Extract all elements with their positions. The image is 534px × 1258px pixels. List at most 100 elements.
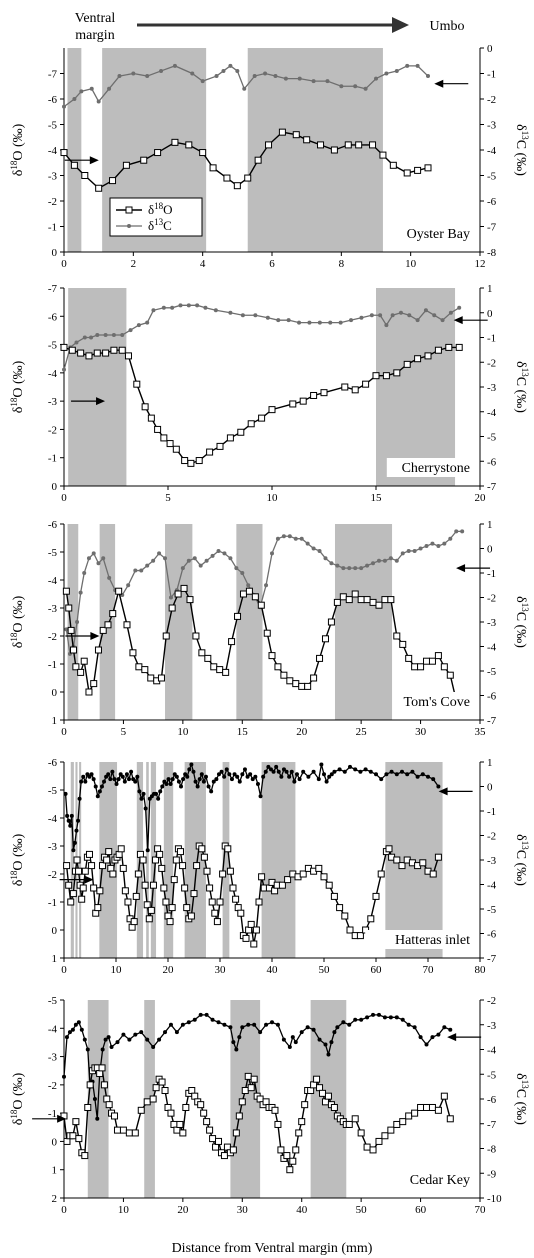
shaded-band bbox=[70, 762, 74, 958]
y-right-tick-label: -4 bbox=[487, 642, 497, 654]
y-right-tick-label: -6 bbox=[487, 456, 497, 468]
point-d18o bbox=[327, 618, 335, 626]
point-d13c bbox=[198, 1012, 203, 1017]
point-d13c bbox=[365, 563, 370, 568]
point-d18o bbox=[381, 596, 389, 604]
point-d13c bbox=[101, 556, 106, 561]
point-d13c bbox=[64, 1035, 69, 1040]
point-d13c bbox=[158, 789, 163, 794]
point-d18o bbox=[160, 434, 168, 442]
point-d13c bbox=[457, 305, 462, 310]
series-line-d18o bbox=[65, 844, 440, 945]
point-d13c bbox=[394, 1015, 399, 1020]
point-d18o bbox=[277, 1146, 285, 1154]
point-d18o bbox=[206, 1126, 214, 1134]
point-d13c bbox=[154, 791, 159, 796]
point-d13c bbox=[317, 548, 322, 553]
point-d13c bbox=[338, 320, 343, 325]
point-d13c bbox=[359, 315, 364, 320]
point-d18o bbox=[96, 1070, 104, 1078]
point-d18o bbox=[220, 1152, 228, 1160]
point-d18o bbox=[389, 161, 397, 169]
point-d13c bbox=[95, 794, 100, 799]
point-d13c bbox=[270, 1020, 274, 1025]
d18o-axis-arrowhead bbox=[96, 397, 106, 406]
point-d18o bbox=[186, 596, 194, 604]
point-d13c bbox=[121, 1032, 126, 1037]
point-d18o bbox=[393, 369, 401, 377]
shaded-band bbox=[67, 524, 79, 720]
point-d13c bbox=[82, 1037, 87, 1042]
point-d18o bbox=[377, 870, 385, 878]
point-d13c bbox=[436, 784, 441, 789]
point-d13c bbox=[448, 536, 453, 541]
y-right-tick-label: -7 bbox=[487, 481, 497, 493]
point-d13c bbox=[252, 1022, 257, 1027]
point-d13c bbox=[163, 556, 168, 561]
point-d18o bbox=[237, 428, 245, 436]
point-d13c bbox=[71, 848, 76, 853]
point-d13c bbox=[168, 595, 173, 600]
point-d13c bbox=[67, 1030, 72, 1035]
point-d13c bbox=[363, 86, 368, 91]
site-label: Oyster Bay bbox=[407, 227, 470, 242]
point-d13c bbox=[349, 318, 354, 323]
point-d18o bbox=[341, 383, 349, 391]
point-d13c bbox=[248, 772, 253, 777]
point-d13c bbox=[214, 74, 219, 79]
point-d18o bbox=[60, 343, 68, 351]
point-d18o bbox=[200, 1109, 208, 1117]
point-d13c bbox=[250, 777, 255, 782]
point-d18o bbox=[414, 355, 422, 363]
point-d18o bbox=[86, 1081, 94, 1089]
point-d13c bbox=[299, 1030, 304, 1035]
point-d13c bbox=[69, 813, 74, 818]
x-tick-label: 2 bbox=[131, 258, 137, 270]
point-d18o bbox=[160, 884, 168, 892]
x-tick-label: 15 bbox=[237, 726, 249, 738]
y-left-tick-label: 0 bbox=[52, 481, 58, 493]
point-d13c bbox=[394, 558, 399, 563]
point-d18o bbox=[158, 864, 166, 872]
point-d13c bbox=[406, 1022, 411, 1027]
point-d13c bbox=[299, 536, 304, 541]
point-d13c bbox=[178, 303, 183, 308]
point-d13c bbox=[329, 561, 334, 566]
point-d13c bbox=[195, 784, 200, 789]
point-d18o bbox=[289, 1157, 297, 1165]
y-left-tick-label: -6 bbox=[48, 311, 58, 323]
point-d13c bbox=[213, 308, 218, 313]
point-d13c bbox=[406, 548, 411, 553]
point-d13c bbox=[93, 784, 98, 789]
shaded-band bbox=[222, 762, 230, 958]
point-d13c bbox=[358, 769, 363, 774]
point-d18o bbox=[179, 862, 187, 870]
point-d18o bbox=[213, 918, 221, 926]
point-d18o bbox=[254, 156, 262, 164]
point-d18o bbox=[424, 164, 432, 172]
point-d18o bbox=[324, 1092, 332, 1100]
point-d18o bbox=[67, 626, 75, 634]
point-d18o bbox=[356, 932, 364, 940]
point-d18o bbox=[262, 1098, 270, 1106]
legend-d18o-label: δ18O bbox=[148, 201, 173, 217]
x-tick-label: 0 bbox=[61, 258, 67, 270]
point-d13c bbox=[394, 68, 399, 73]
point-d18o bbox=[109, 870, 117, 878]
point-d18o bbox=[295, 1129, 303, 1137]
point-d13c bbox=[192, 556, 197, 561]
point-d18o bbox=[362, 380, 370, 388]
point-d13c bbox=[301, 769, 306, 774]
point-d13c bbox=[222, 774, 227, 779]
point-d18o bbox=[247, 1084, 255, 1092]
point-d18o bbox=[62, 587, 70, 595]
point-d13c bbox=[363, 767, 368, 772]
point-d18o bbox=[69, 1132, 77, 1140]
x-tick-label: 70 bbox=[423, 964, 435, 976]
point-d13c bbox=[197, 777, 202, 782]
panels: 0-1-2-3-4-5-6-7-8-7-6-5-4-3-2-100 2 4 6 8 10 1… bbox=[9, 43, 530, 1216]
point-d13c bbox=[179, 784, 183, 789]
point-d18o bbox=[215, 1137, 223, 1145]
point-d18o bbox=[105, 848, 113, 856]
